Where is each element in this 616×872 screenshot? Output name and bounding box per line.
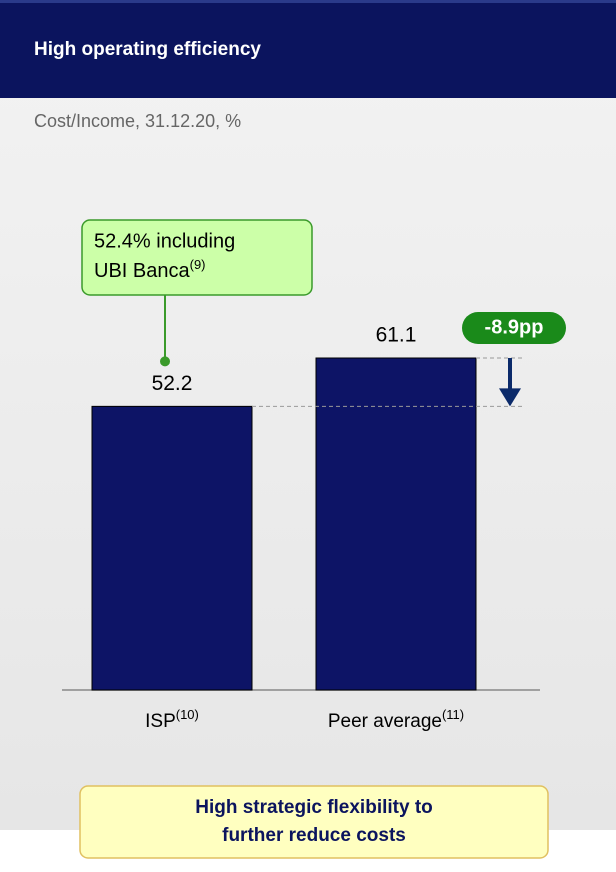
category: ISP <box>145 711 176 732</box>
delta-pill <box>462 312 566 344</box>
callout-line: UBI Banca(9) <box>94 257 206 282</box>
chart-title: High operating efficiency <box>34 39 261 60</box>
x-tick-label: ISP(10) <box>145 707 199 732</box>
value-label: 52.2 <box>152 372 193 395</box>
subtitle: Cost/Income, 31.12.20, % <box>34 111 241 131</box>
callout-line: 52.4% including <box>94 230 235 252</box>
header-top <box>0 0 616 3</box>
callout-line: UBI Banca <box>94 260 190 282</box>
x-tick-label: Peer average(11) <box>328 707 464 732</box>
footnote-ref: (10) <box>176 707 199 722</box>
value-label: 61.1 <box>376 324 417 347</box>
footnote-ref: (11) <box>442 707 464 722</box>
footer-line: High strategic flexibility to <box>195 797 433 818</box>
category: Peer average <box>328 711 442 732</box>
footer-box <box>79 785 549 859</box>
bar <box>91 405 253 691</box>
plot: 52.2 ISP(10) 61.1 Peer average(11) -8.9pp <box>91 295 566 732</box>
footer-line: further reduce costs <box>222 825 406 846</box>
header <box>0 0 616 98</box>
delta-arrowhead <box>499 388 521 407</box>
bar <box>315 357 477 691</box>
delta-label: -8.9pp <box>485 316 544 338</box>
callout-box <box>81 219 313 296</box>
callout-dot <box>160 356 170 367</box>
footnote-ref: (9) <box>190 257 206 272</box>
